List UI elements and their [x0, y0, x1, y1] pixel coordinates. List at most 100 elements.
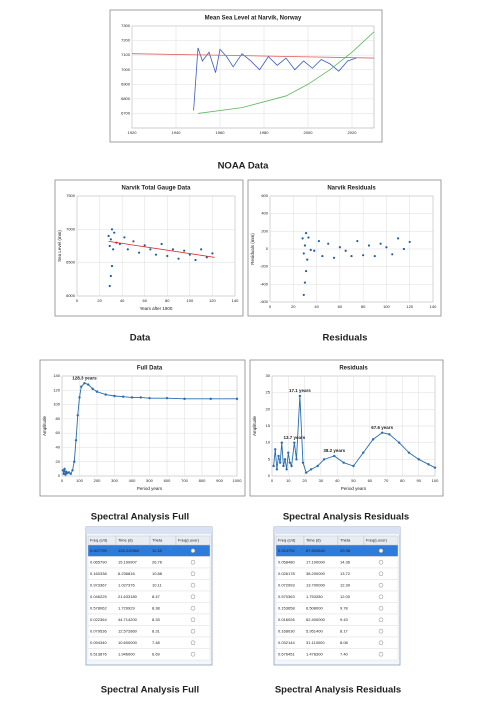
radio [378, 583, 384, 588]
cell: 1.027376 [118, 582, 135, 587]
x-tick-label: 1960 [216, 130, 226, 135]
point [143, 244, 146, 247]
point [362, 254, 365, 257]
x-tick-label: 80 [400, 478, 405, 483]
radio [190, 594, 196, 599]
radio [190, 617, 196, 622]
y-tick-label: 80 [56, 416, 61, 421]
y-tick-label: 7000 [66, 226, 76, 231]
cell: 31.110000 [306, 640, 325, 645]
x-tick-label: 600 [164, 478, 171, 483]
point [287, 451, 290, 454]
caption: Spectral Analysis Full [101, 685, 199, 696]
y-tick-label: 7100 [121, 52, 131, 57]
y-tick-label: 30 [266, 373, 271, 378]
cell: 0.973367 [90, 582, 107, 587]
point [272, 464, 275, 468]
series-line [273, 395, 436, 474]
point [160, 242, 163, 246]
x-tick-label: 400 [129, 478, 136, 483]
point [132, 240, 135, 243]
point [274, 448, 277, 451]
y-axis-label: Amplitude [42, 416, 47, 437]
point [95, 390, 99, 393]
cell: 29.38 [340, 548, 351, 553]
point [380, 431, 384, 434]
caption: NOAA Data [218, 161, 270, 172]
point [304, 232, 308, 235]
column-header: Freq (c/d) [90, 538, 108, 543]
point [74, 439, 78, 442]
point [433, 466, 437, 469]
cell: 13.72 [340, 571, 351, 576]
point [109, 238, 112, 241]
point [108, 284, 111, 288]
series-line [197, 31, 375, 114]
point [352, 464, 355, 468]
cell: 8.47 [152, 594, 161, 599]
point [177, 257, 180, 260]
point [139, 396, 142, 399]
y-tick-label: -600 [260, 299, 269, 304]
cell: 0.676451 [278, 651, 295, 656]
x-tick-label: 100 [187, 298, 194, 303]
point [148, 396, 151, 400]
x-tick-label: 80 [165, 298, 170, 303]
cell: 0.032144 [278, 640, 295, 645]
caption: Data [130, 333, 151, 344]
y-tick-label: 25 [266, 390, 271, 395]
chart-title: Full Data [137, 366, 163, 372]
cell: 38.200000 [306, 571, 326, 576]
cell: 0.072993 [278, 582, 295, 587]
plot-area [131, 25, 375, 129]
series-line [108, 240, 215, 258]
cell: 0.058480 [278, 559, 295, 564]
x-tick-label: 140 [430, 304, 437, 309]
point [67, 471, 71, 474]
title-bar [86, 527, 212, 534]
cell: 17.100000 [306, 559, 326, 564]
cell: 7.48 [152, 640, 161, 645]
cell: 8.33 [152, 617, 161, 622]
y-tick-label: 7000 [121, 67, 131, 72]
point [309, 468, 313, 471]
x-tick-label: 100 [76, 478, 83, 483]
column-header: Theta [152, 538, 163, 543]
caption: Spectral Analysis Residuals [275, 685, 401, 696]
x-tick-label: 60 [368, 478, 373, 483]
point [302, 252, 305, 255]
y-tick-label: 140 [53, 373, 60, 378]
point [61, 469, 65, 472]
y-tick-label: 5 [268, 456, 271, 461]
cell: 0.168030 [278, 628, 295, 633]
cell: 12.00 [340, 594, 351, 599]
chart-title: Mean Sea Level at Narvik, Norway [205, 16, 302, 22]
cell: 0.007795 [90, 548, 107, 553]
radio [190, 583, 196, 588]
x-tick-label: 2020 [348, 130, 358, 135]
x-tick-label: 0 [76, 298, 79, 303]
cell: 0.079536 [90, 628, 107, 633]
cell: 1.729929 [118, 605, 135, 610]
point [396, 237, 400, 240]
series-line [131, 53, 375, 59]
x-tick-label: 700 [181, 478, 188, 483]
cell: 8.17 [340, 628, 349, 633]
y-tick-label: 7200 [121, 38, 131, 43]
x-tick-label: 500 [146, 478, 153, 483]
point [166, 254, 169, 258]
cell: 13.700000 [306, 582, 326, 587]
point [126, 248, 129, 251]
point [303, 281, 307, 284]
cell: 15.199907 [118, 559, 138, 564]
annotation: 38.2 years [323, 448, 345, 453]
x-tick-label: 120 [406, 304, 413, 309]
x-tick-label: 1980 [260, 130, 270, 135]
point [298, 394, 302, 398]
radio [378, 548, 384, 553]
cell: 6.69 [152, 651, 161, 656]
point [321, 254, 324, 258]
cell: 0.094340 [90, 640, 107, 645]
row [275, 648, 399, 661]
